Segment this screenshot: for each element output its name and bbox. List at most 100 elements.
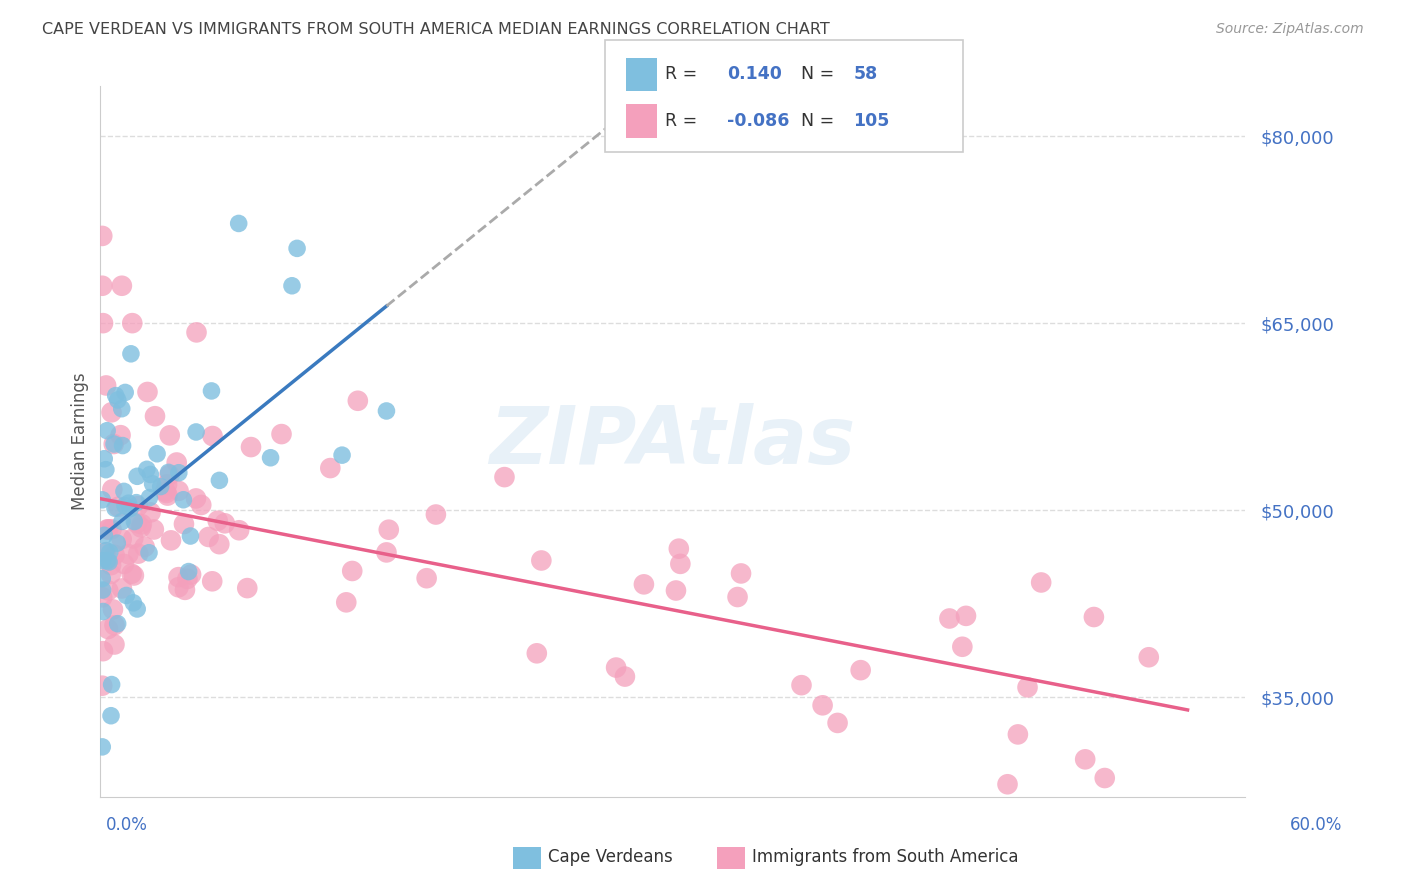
Text: R =: R = bbox=[665, 112, 697, 129]
Point bbox=[94, 378, 117, 392]
Point bbox=[112, 557, 135, 571]
Text: 0.140: 0.140 bbox=[727, 65, 782, 84]
Point bbox=[100, 558, 122, 573]
Point bbox=[208, 537, 231, 551]
Point bbox=[214, 516, 236, 531]
Text: N =: N = bbox=[801, 65, 835, 84]
Point bbox=[613, 669, 636, 683]
Point bbox=[138, 491, 160, 505]
Point bbox=[134, 540, 156, 554]
Point bbox=[103, 437, 125, 451]
Point bbox=[111, 439, 134, 453]
Point bbox=[167, 483, 190, 498]
Point bbox=[104, 501, 127, 516]
Point bbox=[1083, 610, 1105, 624]
Point bbox=[91, 228, 114, 243]
Point bbox=[125, 516, 148, 530]
Y-axis label: Median Earnings: Median Earnings bbox=[72, 373, 89, 510]
Point bbox=[186, 326, 208, 340]
Point bbox=[94, 543, 117, 558]
Point bbox=[281, 278, 304, 293]
Point bbox=[91, 554, 114, 568]
Point bbox=[955, 608, 977, 623]
Point bbox=[93, 451, 115, 466]
Point bbox=[100, 405, 122, 419]
Point bbox=[131, 517, 153, 532]
Point bbox=[730, 566, 752, 581]
Text: Cape Verdeans: Cape Verdeans bbox=[548, 848, 673, 866]
Point bbox=[665, 583, 688, 598]
Point bbox=[190, 498, 212, 512]
Point bbox=[415, 571, 437, 585]
Point bbox=[180, 567, 202, 582]
Point bbox=[156, 477, 179, 491]
Point bbox=[605, 660, 627, 674]
Point bbox=[1031, 575, 1053, 590]
Point bbox=[159, 467, 181, 482]
Point bbox=[208, 474, 231, 488]
Point bbox=[138, 546, 160, 560]
Point bbox=[200, 384, 222, 398]
Point bbox=[120, 501, 142, 516]
Text: Immigrants from South America: Immigrants from South America bbox=[752, 848, 1019, 866]
Point bbox=[285, 241, 308, 255]
Point bbox=[1007, 727, 1029, 741]
Point bbox=[950, 640, 973, 654]
Point bbox=[98, 555, 121, 569]
Point bbox=[103, 638, 125, 652]
Point bbox=[142, 523, 165, 537]
Point bbox=[425, 508, 447, 522]
Point bbox=[97, 523, 120, 537]
Point bbox=[94, 463, 117, 477]
Point bbox=[790, 678, 813, 692]
Point bbox=[100, 522, 122, 536]
Point bbox=[228, 217, 250, 231]
Point bbox=[207, 514, 229, 528]
Point bbox=[111, 401, 134, 416]
Point bbox=[494, 470, 516, 484]
Text: Source: ZipAtlas.com: Source: ZipAtlas.com bbox=[1216, 22, 1364, 37]
Point bbox=[1094, 771, 1116, 785]
Point bbox=[117, 547, 139, 561]
Point bbox=[101, 602, 124, 616]
Point bbox=[124, 515, 146, 529]
Text: 58: 58 bbox=[853, 65, 877, 84]
Point bbox=[91, 591, 114, 605]
Point bbox=[96, 424, 118, 438]
Point bbox=[100, 566, 122, 581]
Point bbox=[270, 427, 292, 442]
Point bbox=[997, 777, 1019, 791]
Point bbox=[153, 484, 176, 499]
Text: -0.086: -0.086 bbox=[727, 112, 789, 129]
Point bbox=[91, 605, 114, 619]
Point bbox=[1137, 650, 1160, 665]
Point bbox=[827, 715, 849, 730]
Point bbox=[114, 385, 136, 400]
Point bbox=[103, 618, 125, 632]
Point bbox=[240, 440, 263, 454]
Point bbox=[111, 515, 134, 529]
Point bbox=[97, 583, 120, 598]
Point bbox=[139, 505, 162, 519]
Point bbox=[633, 577, 655, 591]
Point bbox=[112, 484, 135, 499]
Point bbox=[97, 622, 120, 636]
Point bbox=[530, 553, 553, 567]
Point bbox=[155, 486, 177, 500]
Text: 60.0%: 60.0% bbox=[1291, 816, 1343, 834]
Text: ZIPAtlas: ZIPAtlas bbox=[489, 402, 856, 481]
Point bbox=[201, 574, 224, 589]
Point bbox=[115, 589, 138, 603]
Point bbox=[91, 492, 114, 507]
Point bbox=[811, 698, 834, 713]
Point bbox=[342, 564, 364, 578]
Point bbox=[143, 409, 166, 424]
Point bbox=[100, 708, 122, 723]
Point bbox=[259, 450, 281, 465]
Point bbox=[184, 491, 207, 506]
Point bbox=[179, 529, 201, 543]
Point bbox=[201, 429, 224, 443]
Point bbox=[184, 425, 207, 439]
Point bbox=[173, 516, 195, 531]
Point bbox=[1074, 752, 1097, 766]
